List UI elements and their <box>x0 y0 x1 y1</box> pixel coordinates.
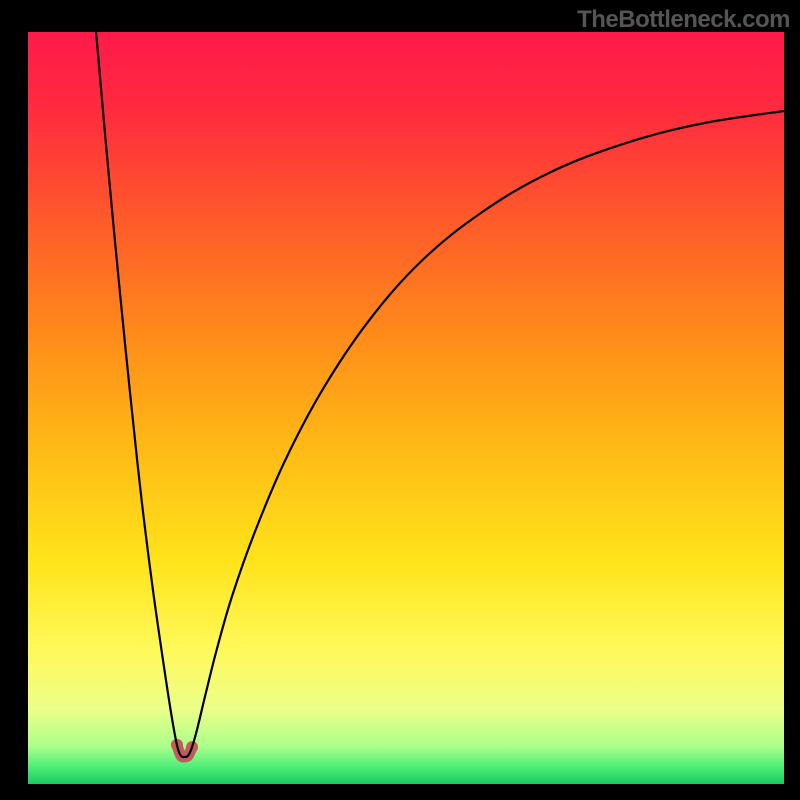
plot-area <box>28 32 784 784</box>
chart-svg <box>28 32 784 784</box>
watermark-text: TheBottleneck.com <box>577 6 790 34</box>
gradient-background <box>28 32 784 784</box>
chart-container: TheBottleneck.com <box>0 0 800 800</box>
